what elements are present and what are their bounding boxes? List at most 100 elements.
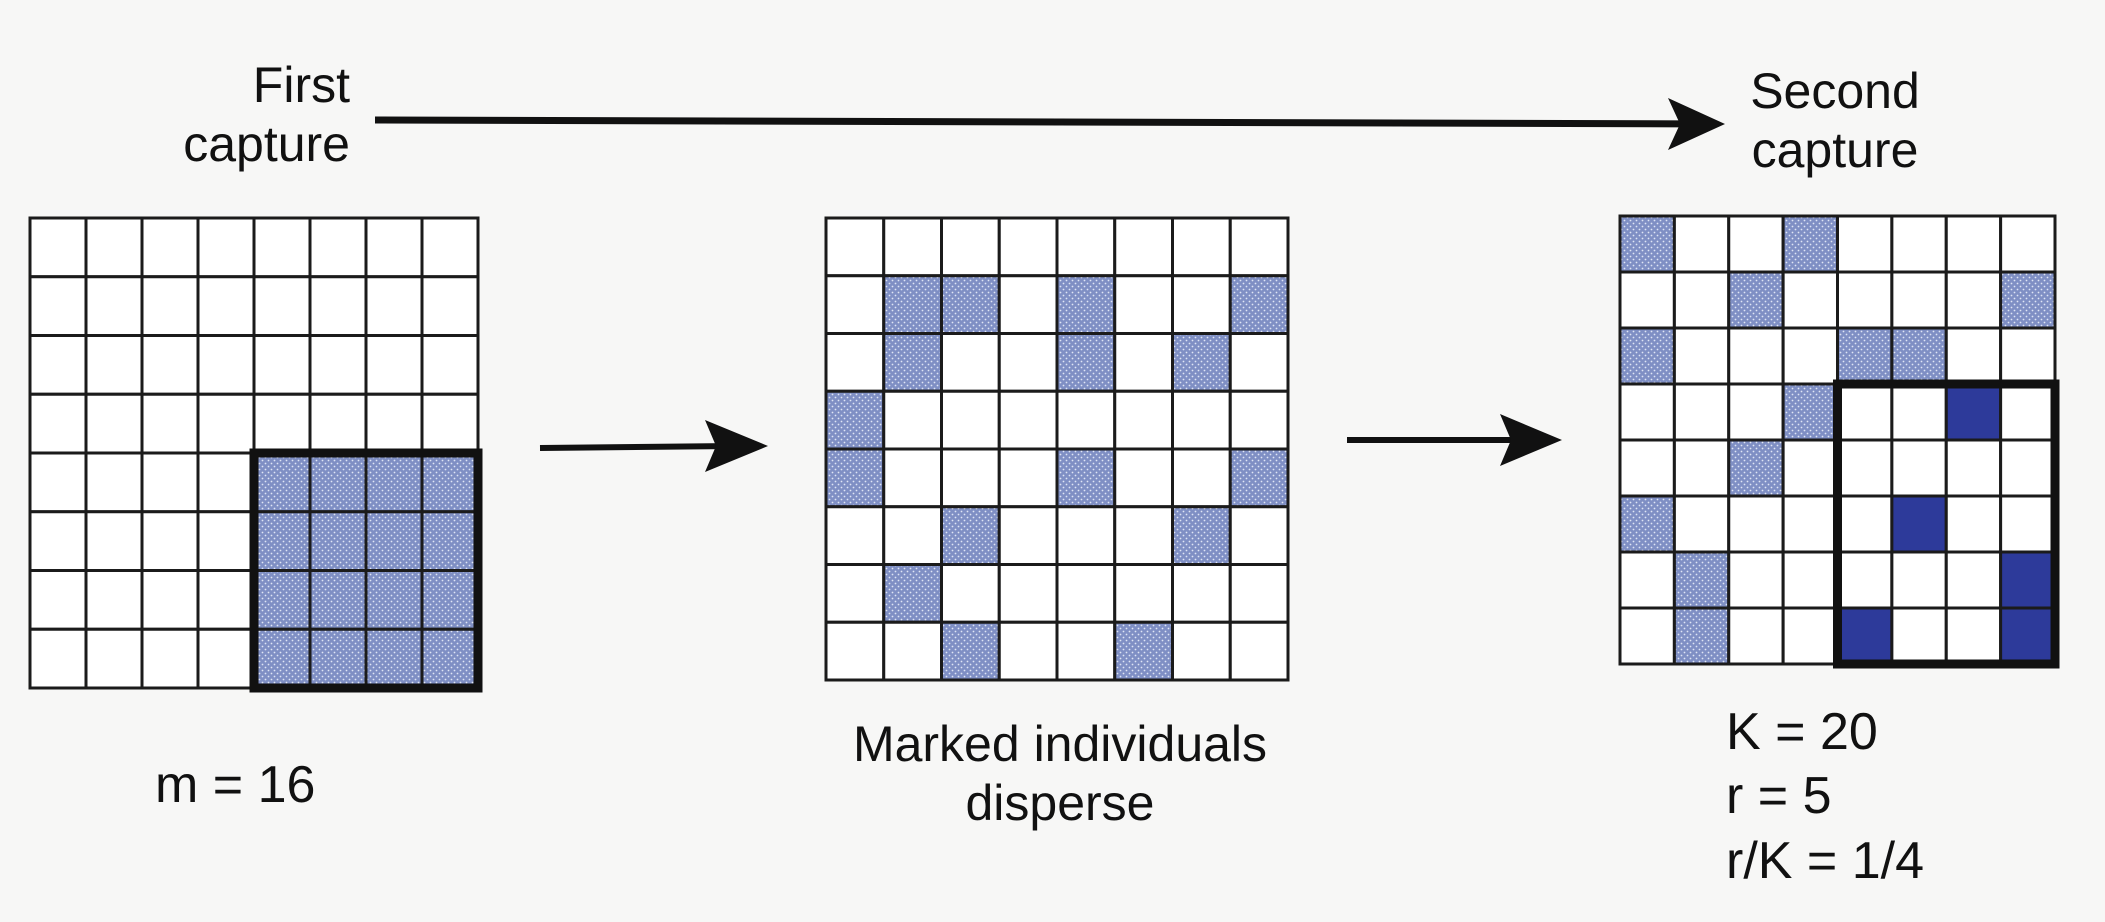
grid-cell: [1727, 606, 1785, 666]
grid-cell: [1836, 270, 1894, 330]
grid-cell: [1999, 214, 2057, 274]
grid-cell: [1836, 438, 1894, 498]
grid-cell: [140, 510, 200, 572]
dispersal-caption-line-1: Marked individuals: [852, 716, 1268, 772]
grid-cell: [1171, 447, 1232, 509]
grid-cell: [1781, 494, 1839, 554]
grid-cell: [196, 451, 256, 514]
grid-cell: [252, 275, 312, 337]
grid-cell: [28, 569, 88, 631]
marked-cell: [364, 451, 424, 514]
grid-cell: [824, 620, 886, 682]
marked-cell: [1618, 326, 1676, 386]
grid-cell: [1781, 606, 1839, 666]
marked-cell: [1672, 606, 1731, 666]
grid-cell: [1836, 494, 1894, 554]
second-capture-grid: [1618, 214, 2060, 669]
grid-cell: [1944, 606, 2003, 666]
marked-cell: [420, 451, 480, 514]
first-capture-label: First capture: [165, 56, 350, 174]
marked-cell: [1781, 214, 1839, 274]
grid-cell: [1781, 550, 1839, 610]
recaptured-marked-cell: [1999, 550, 2057, 610]
marked-cell: [252, 510, 312, 572]
grid-cell: [140, 627, 200, 690]
grid-cell: [140, 334, 200, 396]
grid-cell: [1113, 332, 1174, 393]
marked-cell: [1055, 274, 1117, 335]
marked-cell: [940, 274, 1001, 335]
grid-cell: [1944, 494, 2003, 554]
grid-cell: [28, 392, 88, 455]
grid-cell: [997, 332, 1059, 393]
grid-cell: [1999, 494, 2057, 554]
marked-cell: [308, 451, 368, 514]
grid-cell: [84, 216, 144, 279]
grid-cell: [1113, 447, 1174, 509]
grid-cell: [997, 563, 1059, 624]
recapture-proportion: r/K = 1/4: [1726, 831, 1924, 890]
grid-cell: [1171, 274, 1232, 335]
grid-cell: [28, 451, 88, 514]
grid-cell: [1618, 270, 1676, 330]
grid-cell: [28, 510, 88, 572]
grid-cell: [882, 447, 943, 509]
marked-cell: [308, 569, 368, 631]
grid-cell: [1113, 389, 1174, 451]
marked-cell: [1999, 270, 2057, 330]
grid-cell: [1055, 563, 1117, 624]
grid-cell: [997, 447, 1059, 509]
marked-cell: [1781, 382, 1839, 442]
first-capture-grid: [28, 216, 483, 693]
grid-cell: [140, 451, 200, 514]
grid-cell: [420, 275, 480, 337]
grid-cell: [196, 334, 256, 396]
grid-cell: [364, 392, 424, 455]
grid-cell: [1672, 438, 1731, 498]
grid-cell: [824, 274, 886, 335]
grid-cell: [1999, 326, 2057, 386]
grid-cell: [364, 334, 424, 396]
marked-cell: [252, 569, 312, 631]
marked-cell: [940, 505, 1001, 566]
dispersal-grid: [824, 216, 1290, 682]
grid-cell: [1781, 326, 1839, 386]
arrowhead-icon: [1668, 98, 1725, 150]
grid-cell: [1836, 550, 1894, 610]
grid-cell: [140, 216, 200, 279]
grid-cell: [997, 505, 1059, 566]
marked-cell: [824, 447, 886, 509]
grid-cell: [1890, 606, 1948, 666]
grid-cell: [140, 569, 200, 631]
recaptured-marked-cell: [1890, 494, 1948, 554]
grid-cell: [1999, 382, 2057, 442]
grid-cell: [1113, 505, 1174, 566]
grid-cell: [1171, 620, 1232, 682]
marked-cell: [364, 627, 424, 690]
dispersal-caption: Marked individuals disperse: [820, 715, 1300, 833]
grid-cell: [1944, 270, 2003, 330]
grid-cell: [28, 627, 88, 690]
recaptured-marked-cell: [1999, 606, 2057, 666]
marked-cell: [1618, 214, 1676, 274]
marked-cell: [252, 451, 312, 514]
grid-cell: [1171, 389, 1232, 451]
grid-cell: [308, 392, 368, 455]
marked-cell: [1836, 326, 1894, 386]
grid-cell: [1944, 326, 2003, 386]
grid-cell: [1113, 216, 1174, 278]
dispersal-caption-line-2: disperse: [965, 775, 1155, 831]
marked-cell: [1727, 438, 1785, 498]
marked-cell: [308, 510, 368, 572]
marked-cell: [882, 274, 943, 335]
grid-cell: [1836, 214, 1894, 274]
recaptured-marked-count: r = 5: [1726, 767, 1832, 826]
marked-cell: [940, 620, 1001, 682]
marked-cell: [364, 569, 424, 631]
grid-cell: [882, 505, 943, 566]
grid-cell: [1618, 382, 1676, 442]
grid-cell: [1890, 270, 1948, 330]
grid-cell: [1781, 438, 1839, 498]
grid-cell: [1171, 216, 1232, 278]
grid-cell: [1618, 606, 1676, 666]
